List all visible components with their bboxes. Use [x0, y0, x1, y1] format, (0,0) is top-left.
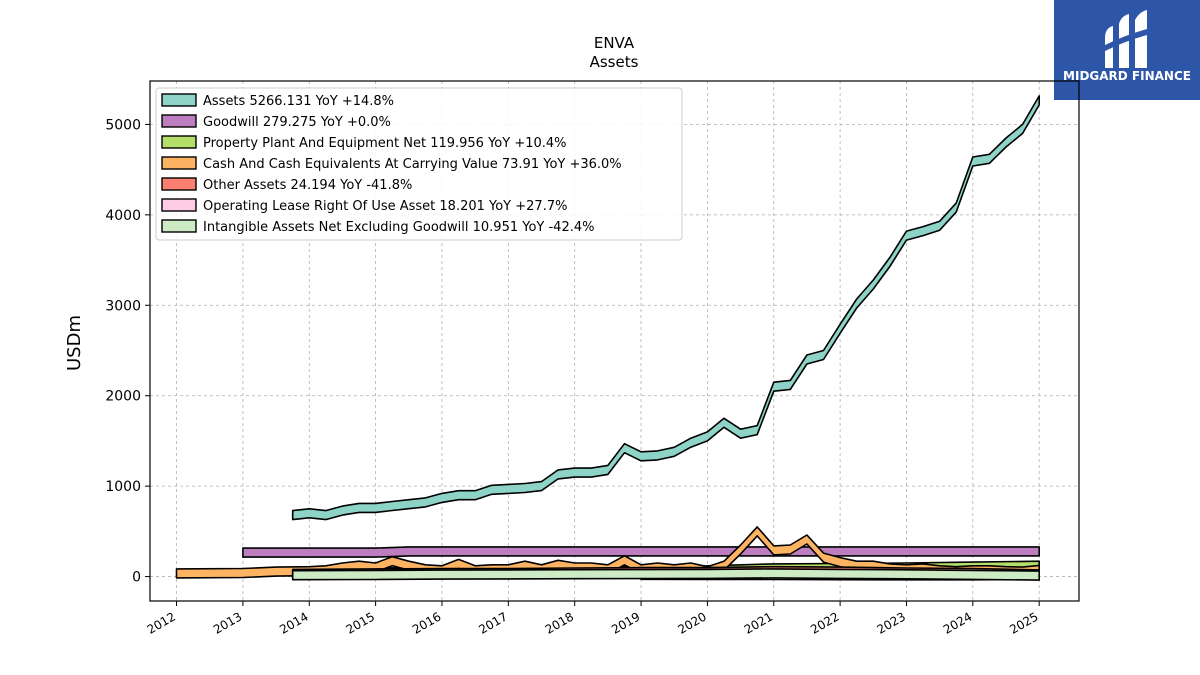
- legend-entry-other-assets: Other Assets 24.194 YoY -41.8%: [203, 178, 412, 193]
- x-tick-label: 2015: [344, 609, 377, 636]
- legend-swatch-other-assets: [161, 177, 197, 191]
- legend-entry-cash-and-cash-equivalents-at-carrying-value: Cash And Cash Equivalents At Carrying Va…: [203, 157, 622, 172]
- company-logo: MIDGARD FINANCE: [1054, 0, 1200, 100]
- x-tick-label: 2023: [875, 609, 908, 636]
- legend-swatch-intangible-assets-net-excluding-goodwill: [161, 219, 197, 233]
- x-tick-label: 2012: [145, 609, 178, 636]
- y-axis: 0 1000 2000 3000 4000 5000: [105, 117, 150, 586]
- x-tick-label: 2014: [277, 609, 310, 636]
- y-axis-label: USDm: [64, 315, 85, 371]
- series-layer: [175, 95, 1040, 581]
- x-tick-label: 2018: [543, 609, 576, 636]
- series-intangible-assets-net-excluding-goodwill: [291, 568, 1040, 581]
- y-tick-label: 5000: [105, 117, 141, 133]
- x-tick-label: 2019: [609, 609, 642, 636]
- logo-text: MIDGARD FINANCE: [1063, 69, 1191, 83]
- chart-title: ENVA: [594, 34, 635, 52]
- x-tick-label: 2024: [941, 609, 974, 636]
- legend-entry-property-plant-and-equipment-net: Property Plant And Equipment Net 119.956…: [203, 136, 567, 151]
- x-tick-label: 2021: [742, 609, 775, 636]
- x-tick-label: 2020: [675, 609, 708, 636]
- y-tick-label: 3000: [105, 298, 141, 314]
- plot-frame: [149, 80, 1080, 602]
- y-tick-label: 1000: [105, 479, 141, 495]
- legend-swatch-cash-and-cash-equivalents-at-carrying-value: [161, 156, 197, 170]
- legend-swatch-goodwill: [161, 114, 197, 128]
- legend-entry-intangible-assets-net-excluding-goodwill: Intangible Assets Net Excluding Goodwill…: [203, 220, 594, 235]
- legend-swatch-assets: [161, 93, 197, 107]
- legend-swatch-property-plant-and-equipment-net: [161, 135, 197, 149]
- x-tick-label: 2025: [1007, 609, 1040, 636]
- x-axis: 2012 2013 2014 2015 2016 2017 2018 2019 2020 2021…: [145, 601, 1041, 637]
- x-tick-label: 2022: [808, 609, 841, 636]
- series-assets: [291, 95, 1040, 521]
- x-tick-label: 2016: [410, 609, 443, 636]
- y-tick-label: 2000: [105, 389, 141, 405]
- m-logo-icon: [1103, 10, 1151, 68]
- legend-entry-assets: Assets 5266.131 YoY +14.8%: [203, 94, 394, 109]
- series-goodwill: [242, 546, 1040, 558]
- y-tick-label: 0: [132, 570, 141, 586]
- chart-subtitle: Assets: [590, 53, 639, 71]
- legend: Assets 5266.131 YoY +14.8% Goodwill 279.2…: [155, 87, 683, 241]
- legend-entry-operating-lease-right-of-use-asset: Operating Lease Right Of Use Asset 18.20…: [203, 199, 567, 214]
- legend-entry-goodwill: Goodwill 279.275 YoY +0.0%: [203, 115, 391, 130]
- legend-swatch-operating-lease-right-of-use-asset: [161, 198, 197, 212]
- x-tick-label: 2013: [211, 609, 244, 636]
- x-tick-label: 2017: [476, 609, 509, 636]
- y-tick-label: 4000: [105, 208, 141, 224]
